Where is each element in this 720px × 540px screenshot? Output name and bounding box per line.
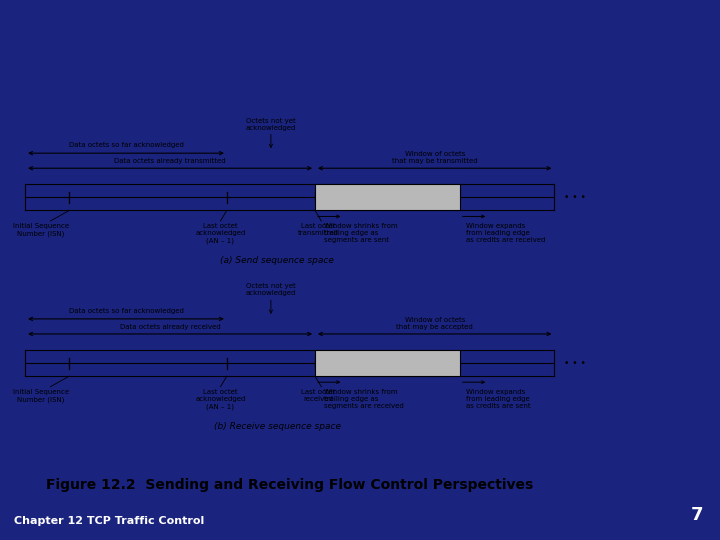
Text: Last octet
acknowledged
(AN – 1): Last octet acknowledged (AN – 1) <box>195 224 246 244</box>
Bar <box>315 350 460 376</box>
Text: Last octet
received: Last octet received <box>301 389 336 402</box>
Text: Octets not yet
acknowledged: Octets not yet acknowledged <box>246 284 296 296</box>
Text: Initial Sequence
Number (ISN): Initial Sequence Number (ISN) <box>13 224 69 237</box>
Text: Window shrinks from
trailing edge as
segments are sent: Window shrinks from trailing edge as seg… <box>325 224 398 244</box>
Text: Chapter 12 TCP Traffic Control: Chapter 12 TCP Traffic Control <box>14 516 204 526</box>
Text: 7: 7 <box>691 506 703 524</box>
Text: Data octets so far acknowledged: Data octets so far acknowledged <box>68 308 184 314</box>
Text: Window shrinks from
trailing edge as
segments are received: Window shrinks from trailing edge as seg… <box>325 389 404 409</box>
Text: Window expands
from leading edge
as credits are sent: Window expands from leading edge as cred… <box>467 389 531 409</box>
Text: Data octets already received: Data octets already received <box>120 324 220 330</box>
Text: Window of octets
that may be accepted: Window of octets that may be accepted <box>396 317 473 330</box>
Text: Window of octets
that may be transmitted: Window of octets that may be transmitted <box>392 151 477 164</box>
Text: (b) Receive sequence space: (b) Receive sequence space <box>214 422 341 431</box>
Text: • • •: • • • <box>564 359 586 368</box>
Text: Figure 12.2  Sending and Receiving Flow Control Perspectives: Figure 12.2 Sending and Receiving Flow C… <box>46 477 534 491</box>
Text: • • •: • • • <box>564 193 586 202</box>
Text: Last octet
acknowledged
(AN – 1): Last octet acknowledged (AN – 1) <box>195 389 246 410</box>
Text: Octets not yet
acknowledged: Octets not yet acknowledged <box>246 118 296 131</box>
Text: (a) Send sequence space: (a) Send sequence space <box>220 256 334 265</box>
Text: Data octets so far acknowledged: Data octets so far acknowledged <box>68 142 184 148</box>
Text: Initial Sequence
Number (ISN): Initial Sequence Number (ISN) <box>13 389 69 403</box>
Text: Window expands
from leading edge
as credits are received: Window expands from leading edge as cred… <box>467 224 546 244</box>
Text: Data octets already transmitted: Data octets already transmitted <box>114 158 226 164</box>
Text: Last octet
transmitted: Last octet transmitted <box>297 224 338 237</box>
Bar <box>315 184 460 211</box>
